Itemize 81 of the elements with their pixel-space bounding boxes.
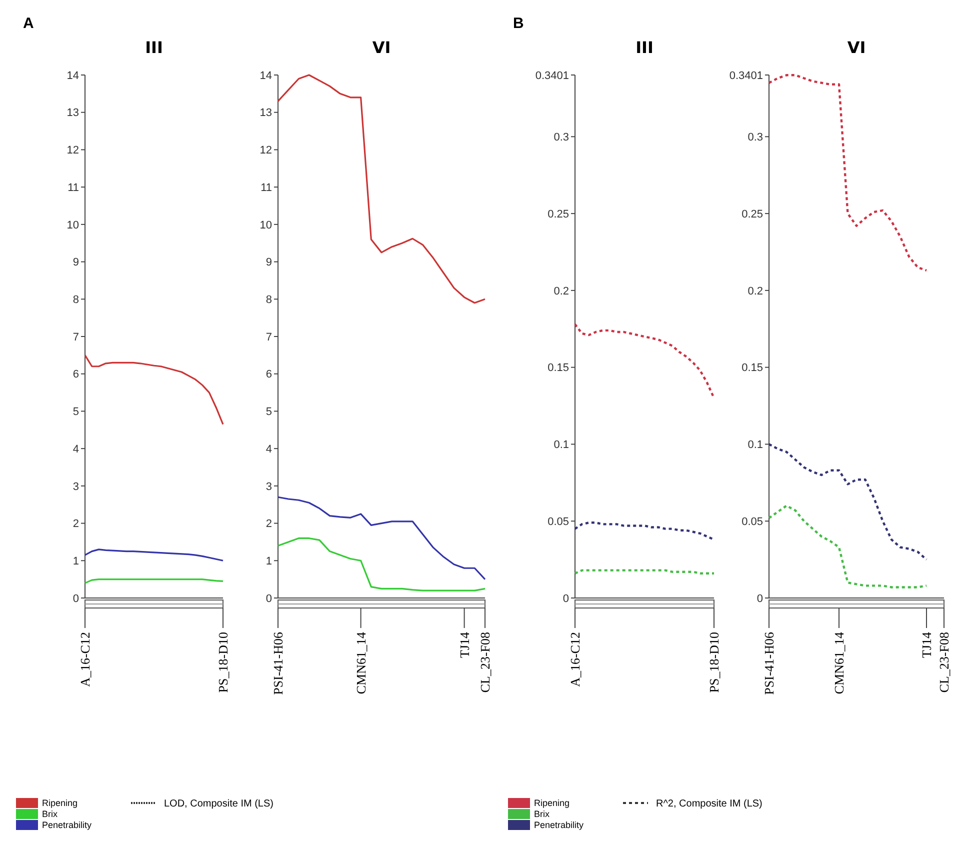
x-tick-label: CMN61_14 (832, 632, 847, 694)
y-tick-label: 5 (266, 406, 272, 418)
y-tick-label: 9 (266, 256, 272, 269)
y-tick-label: 13 (66, 107, 79, 120)
line-series (574, 522, 716, 541)
y-tick-label: 1 (266, 555, 272, 568)
text: B (513, 15, 524, 32)
legend-label: Ripening (42, 798, 78, 808)
x-tick-label: CMN61_14 (353, 632, 368, 694)
y-tick-label: 0 (266, 592, 272, 605)
y-tick-label: 0 (562, 592, 569, 605)
y-tick-label: 0.05 (742, 516, 763, 528)
y-tick-label: 11 (68, 182, 79, 194)
y-tick-label: 2 (72, 518, 79, 530)
y-tick-label: 7 (266, 331, 272, 344)
y-tick-label: 14 (260, 70, 272, 82)
y-tick-label: 12 (66, 144, 79, 157)
y-tick-label: 0.1 (554, 439, 569, 452)
line-series (84, 548, 224, 562)
y-tick-label: 1 (72, 555, 79, 568)
y-tick-label: 5 (72, 406, 79, 418)
line-series (84, 354, 224, 426)
y-tick-label: 0.3401 (729, 70, 763, 82)
y-tick-label: 12 (260, 144, 272, 157)
y-tick-label: 6 (266, 368, 272, 381)
y-tick-label: 0.15 (548, 362, 569, 374)
chart-title: III (145, 38, 163, 57)
x-tick-label: PSI-41-H06 (762, 632, 777, 695)
y-tick-label: 0.3 (748, 132, 763, 144)
x-tick-label: PS_18-D10 (216, 632, 231, 693)
y-tick-label: 13 (260, 107, 272, 120)
chart-title: VI (847, 38, 866, 57)
legend-label: Brix (534, 809, 550, 820)
x-tick-label: A_16-C12 (568, 632, 583, 687)
x-tick-label: A_16-C12 (78, 632, 93, 687)
x-tick-label: CL_23-F08 (478, 632, 493, 693)
y-tick-label: 0.2 (748, 285, 763, 298)
chart-title: III (636, 38, 654, 57)
legend-label: Penetrability (42, 820, 92, 830)
x-tick-label: PS_18-D10 (706, 632, 722, 693)
y-tick-label: 11 (260, 182, 272, 194)
line-series (768, 74, 928, 272)
y-tick-label: 0.1 (748, 439, 763, 452)
y-tick-label: 7 (72, 331, 79, 344)
y-tick-label: 3 (72, 480, 79, 493)
x-tick-label: PSI-41-H06 (270, 632, 286, 695)
y-tick-label: 0.2 (554, 285, 569, 298)
y-tick-label: 10 (66, 219, 79, 232)
legend-title: R^2, Composite IM (LS) (656, 798, 762, 810)
line-series (277, 537, 486, 592)
text: A (23, 15, 34, 32)
y-tick-label: 10 (260, 219, 272, 232)
y-tick-label: 8 (72, 294, 79, 306)
y-tick-label: 0.05 (548, 516, 569, 528)
chart-title: VI (372, 38, 391, 57)
y-tick-label: 9 (72, 256, 79, 269)
y-tick-label: 0.25 (742, 208, 763, 220)
legend-label: Brix (42, 809, 58, 820)
y-tick-label: 0.25 (548, 208, 569, 220)
y-tick-label: 3 (266, 480, 272, 493)
y-tick-label: 0.3 (554, 132, 569, 144)
y-tick-label: 14 (66, 70, 79, 82)
legend-label: Penetrability (534, 820, 584, 830)
y-tick-label: 2 (266, 518, 272, 530)
line-series (768, 443, 928, 561)
y-tick-label: 0 (756, 592, 763, 605)
x-tick-label: CL_23-F08 (936, 632, 952, 693)
y-tick-label: 8 (266, 294, 272, 306)
y-tick-label: 0.15 (742, 362, 763, 374)
line-series (768, 504, 928, 588)
line-series (277, 496, 486, 580)
y-tick-label: 0 (72, 592, 79, 605)
y-tick-label: 6 (72, 368, 79, 381)
legend-label: Ripening (534, 798, 570, 808)
y-tick-label: 4 (72, 443, 79, 456)
line-series (277, 74, 486, 304)
y-tick-label: 0.3401 (535, 70, 569, 82)
x-tick-label: TJ14 (919, 632, 934, 658)
legend-title: LOD, Composite IM (LS) (164, 798, 274, 810)
y-tick-label: 4 (266, 443, 272, 456)
x-tick-label: TJ14 (456, 632, 472, 658)
